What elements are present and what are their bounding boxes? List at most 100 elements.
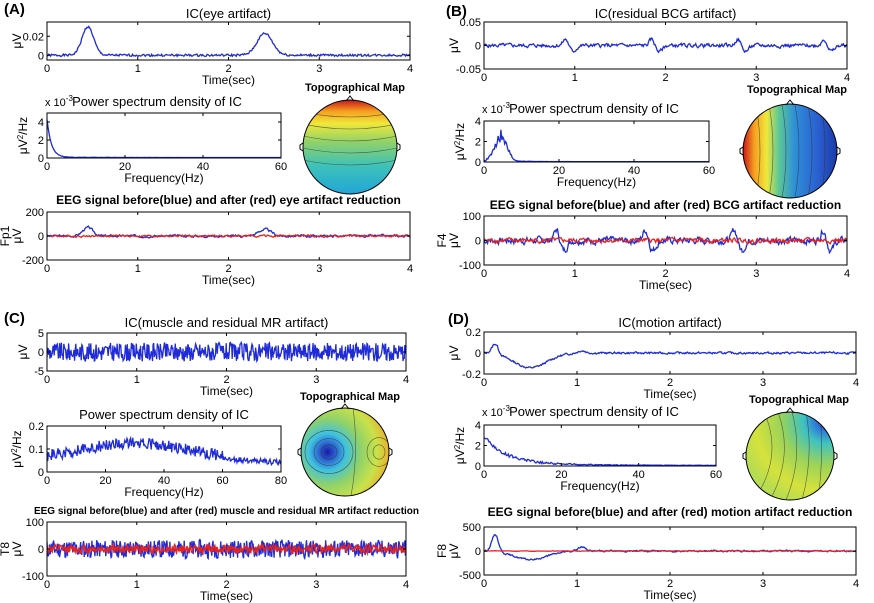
y-tick-label: 0.1 — [29, 444, 44, 456]
y-tick-label: 100 — [26, 517, 44, 529]
x-tick-label: 3 — [316, 63, 322, 75]
y-axis-label: μV2/Hz — [16, 117, 30, 154]
y-tick-label: -0.05 — [456, 64, 481, 76]
y-tick-label: -500 — [459, 570, 481, 582]
panel-label: (D) — [448, 311, 469, 328]
x-tick-label: 4 — [407, 63, 413, 75]
series-line-IC — [484, 343, 856, 369]
y-axis-label: μV2/Hz — [453, 427, 467, 464]
topomap-head — [300, 407, 390, 497]
x-tick-label: 0 — [44, 63, 50, 75]
x-tick-label: 4 — [853, 578, 859, 590]
x-tick-label: 3 — [753, 268, 759, 280]
topomap-right-ear — [836, 146, 841, 156]
x-tick-label: 0 — [481, 165, 487, 177]
y-tick-label: 0.05 — [460, 17, 481, 29]
y-tick-label: 0 — [38, 347, 44, 359]
series-line-after — [484, 236, 847, 245]
topomap-right-ear — [833, 451, 838, 461]
topomap-nose — [785, 99, 795, 106]
exponent-base: x 10 — [482, 104, 503, 116]
chart-title: EEG signal before(blue) and after (red) … — [490, 198, 841, 212]
exponent-label: x 10-3 — [482, 101, 510, 116]
x-tick-label: 4 — [853, 377, 859, 389]
y-axis-label: μV — [10, 34, 24, 49]
y-tick-label: 0 — [475, 348, 481, 360]
series-line-PSD — [47, 435, 281, 467]
x-tick-label: 4 — [407, 263, 413, 275]
x-axis-label: Time(sec) — [202, 73, 255, 87]
topomap-left-ear — [299, 142, 304, 152]
topomap-contours — [304, 408, 389, 496]
chart-title: IC(residual BCG artifact) — [595, 6, 737, 21]
y-tick-label: -200 — [22, 255, 44, 267]
x-tick-label: 1 — [134, 579, 140, 591]
topomap-nose — [340, 403, 350, 410]
x-tick-label: 40 — [197, 161, 209, 173]
series-line-before — [484, 227, 847, 255]
topomap-right-ear — [388, 447, 393, 457]
x-tick-label: 2 — [667, 377, 673, 389]
x-tick-label: 1 — [135, 63, 141, 75]
x-tick-label: 60 — [703, 165, 715, 177]
x-tick-label: 40 — [633, 469, 645, 481]
x-tick-label: 0 — [481, 72, 487, 84]
channel-label: F8 — [435, 544, 449, 558]
x-tick-label: 0 — [44, 263, 50, 275]
chart-B2: Power spectrum density of ICx 10-30 20 40 6… — [453, 101, 715, 189]
exponent-label: x 10-3 — [482, 404, 510, 419]
exponent-label: x 10-3 — [45, 94, 73, 109]
x-tick-label: 1 — [572, 268, 578, 280]
topomap-left-ear — [739, 146, 744, 156]
chart-A2: Power spectrum density of ICx 10-30 20 40 6… — [16, 94, 287, 185]
chart-C2: Power spectrum density of IC 0 20 40 60 80 0 0.… — [10, 407, 287, 499]
y-tick-label: 500 — [463, 522, 481, 534]
panel-label: (C) — [4, 310, 25, 327]
x-axis-label: Time(sec) — [639, 278, 692, 292]
series-line-after — [47, 233, 410, 239]
chart-D2: Power spectrum density of ICx 10-30 20 40 6… — [453, 404, 722, 493]
topographic-map-B: Topographical Map — [739, 84, 847, 199]
x-tick-label: 20 — [99, 475, 111, 487]
chart-title: Power spectrum density of IC — [72, 94, 242, 109]
x-tick-label: 2 — [225, 63, 231, 75]
y-tick-label: 2 — [475, 441, 481, 453]
exponent-power: -3 — [66, 94, 74, 103]
x-tick-label: 3 — [313, 579, 319, 591]
y-axis-label: μV — [10, 229, 24, 244]
topographic-map-D: Topographical Map — [742, 394, 849, 501]
y-tick-label: 4 — [38, 117, 44, 129]
chart-title: Power spectrum density of IC — [509, 404, 679, 419]
x-tick-label: 4 — [844, 268, 850, 280]
x-tick-label: 1 — [572, 72, 578, 84]
chart-title: EEG signal before(blue) and after (red) … — [488, 505, 853, 519]
x-axis-label: Frequency(Hz) — [557, 175, 636, 189]
y-tick-label: 100 — [463, 211, 481, 223]
x-tick-label: 4 — [403, 579, 409, 591]
exponent-base: x 10 — [482, 407, 503, 419]
topomap-head — [745, 411, 835, 501]
chart-A3: EEG signal before(blue) and after (red) … — [0, 193, 413, 287]
y-tick-label: 0 — [38, 231, 44, 243]
topomap-nose — [345, 95, 355, 102]
x-tick-label: 20 — [553, 165, 565, 177]
x-axis-label: Time(sec) — [644, 588, 697, 602]
y-axis-label: μV — [447, 544, 461, 559]
x-axis-label: Time(sec) — [644, 387, 697, 401]
x-tick-label: 3 — [760, 377, 766, 389]
topomap-left-ear — [742, 451, 747, 461]
series-line-PSD — [484, 437, 716, 466]
chart-title: EEG signal before(blue) and after (red) … — [34, 506, 419, 517]
x-tick-label: 0 — [481, 268, 487, 280]
x-tick-label: 0 — [481, 578, 487, 590]
x-axis-label: Time(sec) — [202, 273, 255, 287]
topomap-head — [302, 99, 398, 195]
channel-label: Fp1 — [0, 225, 12, 246]
topomap-right-ear — [396, 142, 401, 152]
x-tick-label: 80 — [275, 475, 287, 487]
y-tick-label: 0 — [475, 461, 481, 473]
x-axis-label: Frequency(Hz) — [560, 479, 639, 493]
series-line-IC — [47, 25, 410, 58]
series-line-before — [47, 538, 406, 561]
